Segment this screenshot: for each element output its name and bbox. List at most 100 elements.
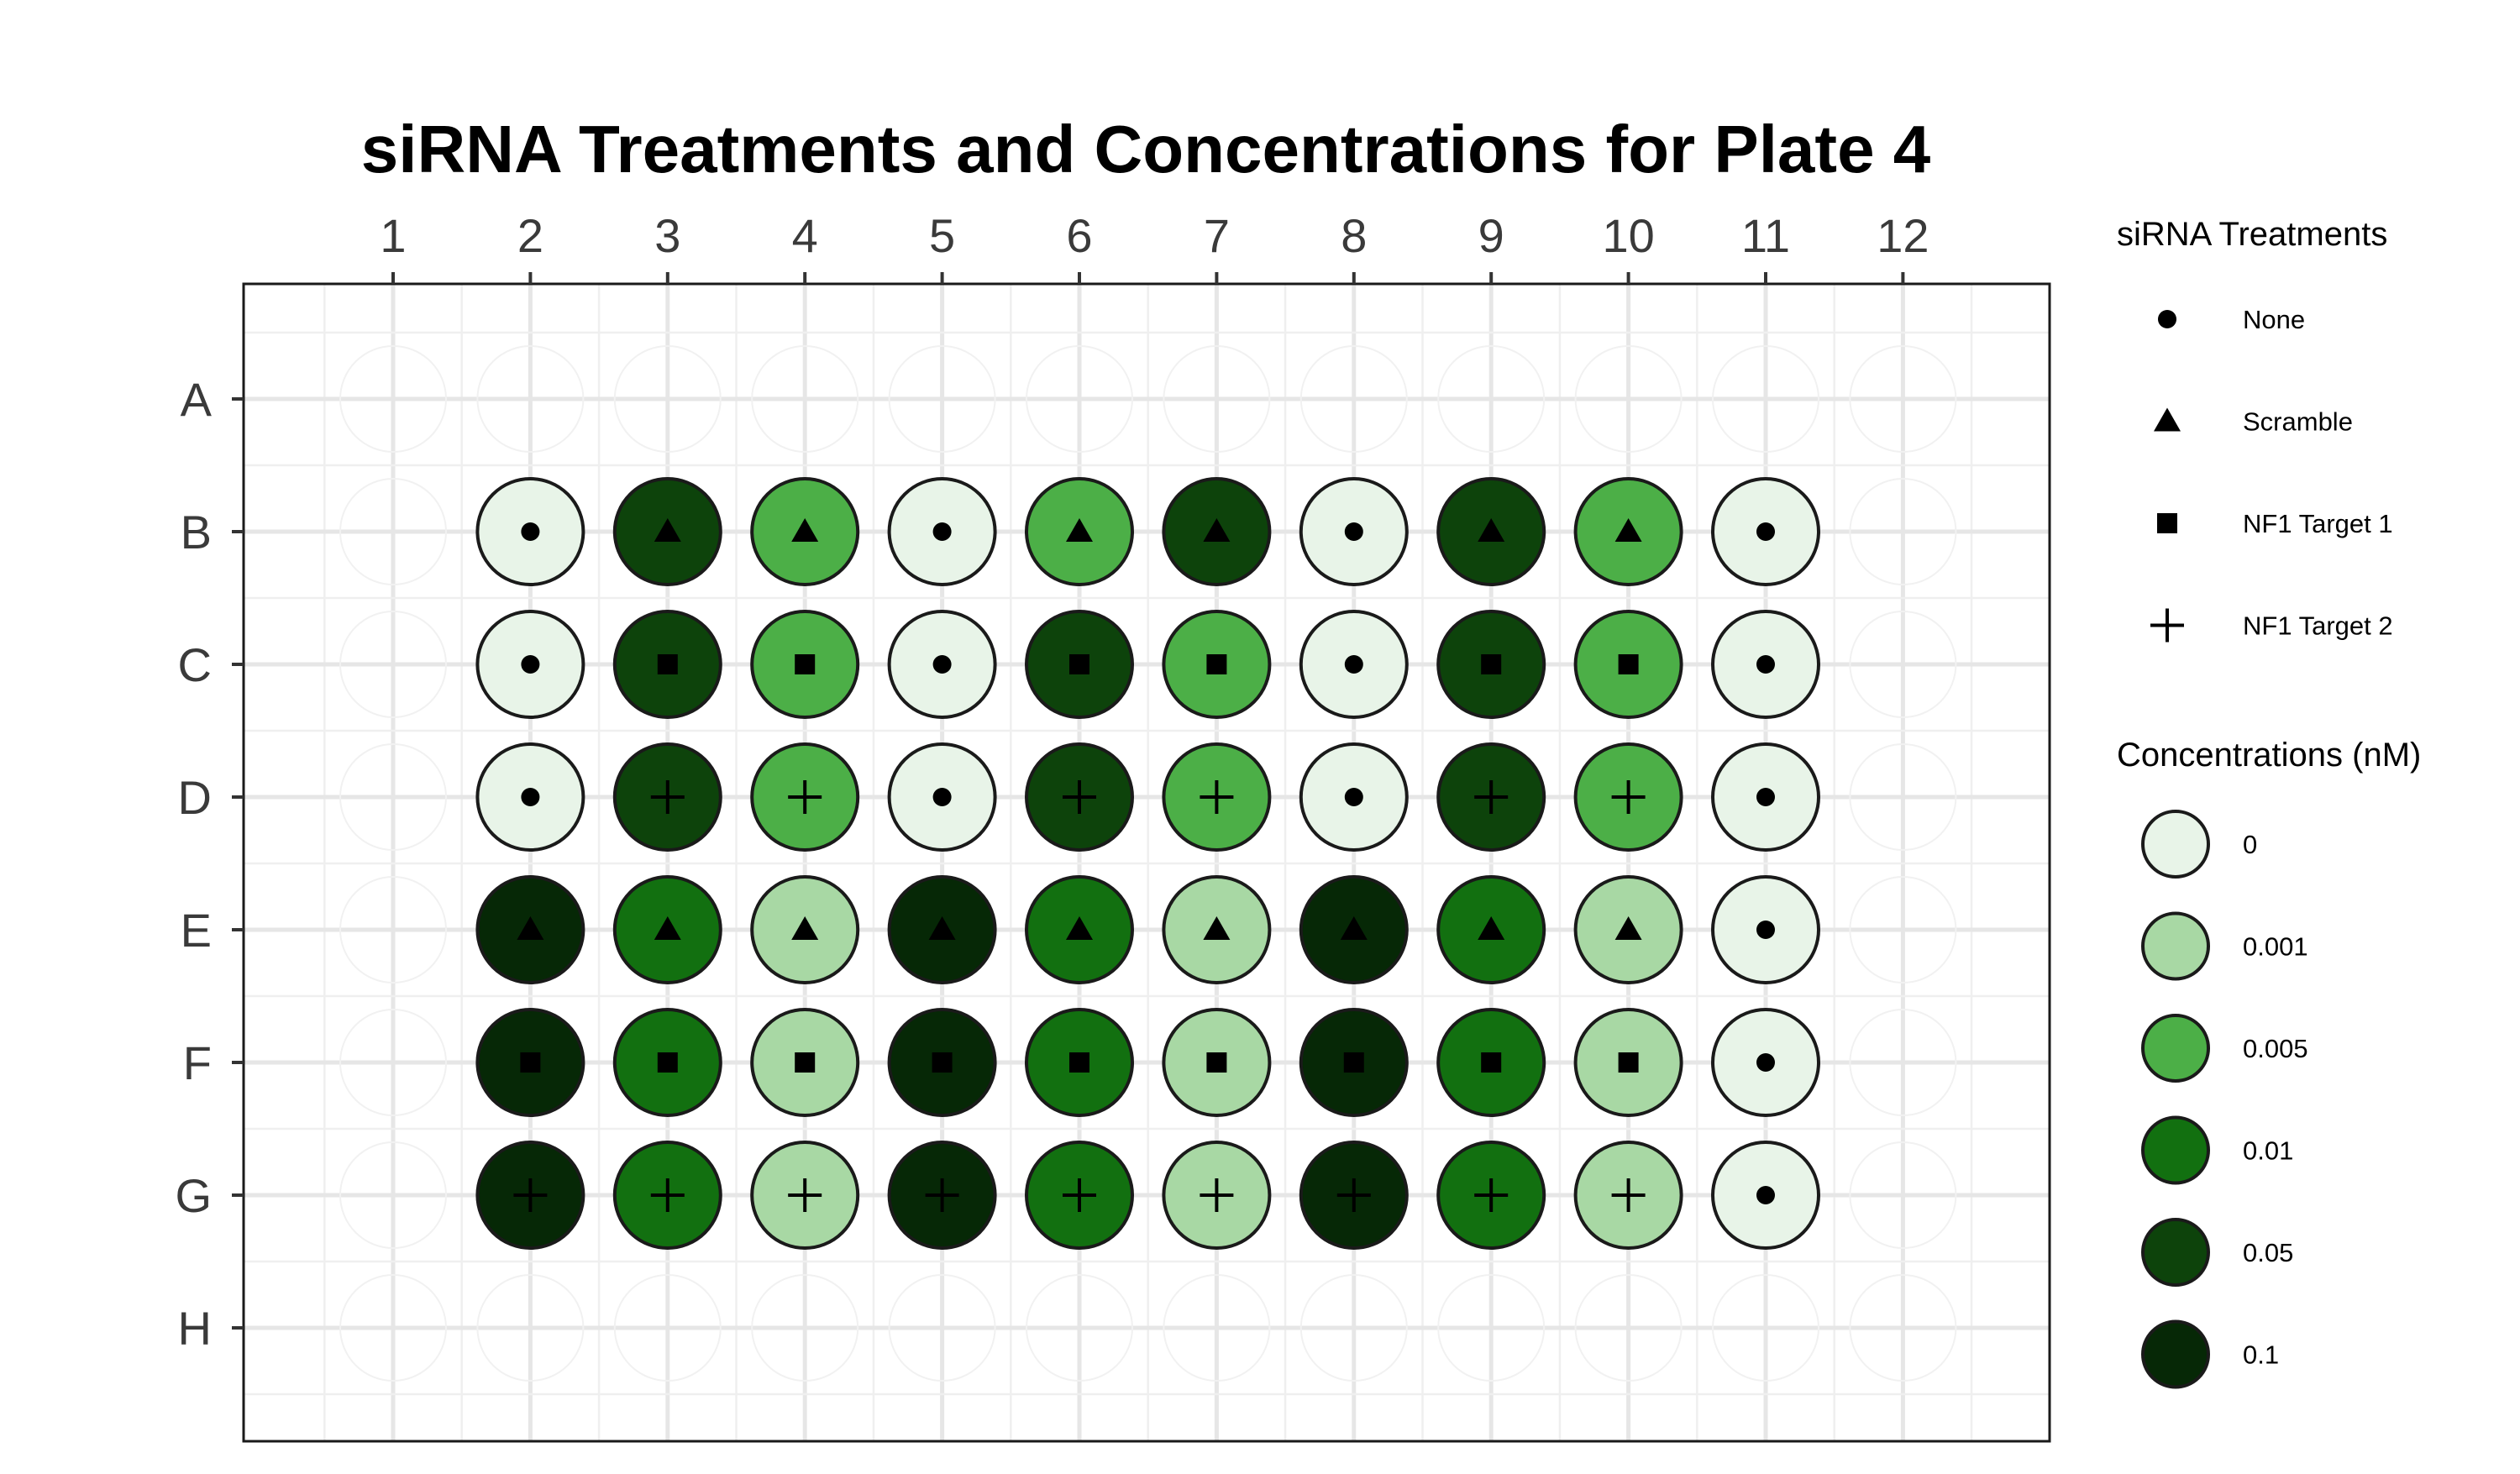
- well-symbol: [1344, 788, 1363, 806]
- well-symbol: [654, 518, 681, 542]
- col-tick-label: 10: [1602, 209, 1654, 262]
- panel-border: [242, 282, 2051, 1443]
- empty-well-outline: [1163, 345, 1271, 453]
- well-F7: [1162, 1008, 1272, 1117]
- well-G3: [612, 1141, 722, 1250]
- well-symbol: [795, 654, 816, 674]
- empty-well-outline: [1849, 1274, 1957, 1382]
- legend-symbol-circle: [2158, 310, 2176, 328]
- legend-symbol-square: [2157, 513, 2177, 533]
- row-tick-label: G: [175, 1169, 212, 1222]
- row-tick-label: A: [181, 373, 213, 426]
- well-C4: [750, 610, 860, 719]
- well-E4: [750, 875, 860, 984]
- legend-symbol-plus: [2150, 608, 2184, 643]
- empty-well-outline: [613, 1274, 722, 1382]
- well-G5: [887, 1141, 997, 1250]
- well-E10: [1573, 875, 1683, 984]
- well-symbol: [521, 788, 540, 806]
- well-symbol: [1474, 1178, 1509, 1212]
- well-symbol: [1200, 1178, 1234, 1212]
- well-symbol: [657, 1052, 678, 1073]
- well-symbol: [517, 916, 544, 940]
- well-E2: [475, 875, 585, 984]
- well-B10: [1573, 477, 1683, 586]
- col-tick-label: 12: [1877, 209, 1929, 262]
- well-B2: [475, 477, 585, 586]
- well-symbol: [1200, 780, 1234, 814]
- well-G2: [475, 1141, 585, 1250]
- well-F11: [1711, 1008, 1820, 1117]
- treatment-legend-label: None: [2243, 305, 2305, 334]
- well-symbol: [791, 518, 819, 542]
- well-symbol: [928, 916, 956, 940]
- legend-swatch: [2141, 1218, 2210, 1287]
- empty-well-outline: [1026, 345, 1133, 453]
- well-symbol: [788, 1178, 822, 1212]
- well-symbol: [1203, 518, 1231, 542]
- empty-well-outline: [476, 345, 585, 453]
- empty-well-outline: [1849, 478, 1957, 585]
- well-F10: [1573, 1008, 1683, 1117]
- empty-well-outline: [1299, 1274, 1408, 1382]
- legend-swatch: [2141, 810, 2210, 879]
- well-symbol: [520, 1052, 541, 1073]
- well-symbol: [1618, 654, 1639, 674]
- well-E6: [1025, 875, 1134, 984]
- legend-swatch: [2141, 1319, 2210, 1389]
- well-C6: [1025, 610, 1134, 719]
- well-G10: [1573, 1141, 1683, 1250]
- well-symbol: [1611, 780, 1646, 814]
- empty-well-outline: [1712, 1274, 1819, 1382]
- empty-well-outline: [339, 611, 447, 718]
- well-C8: [1299, 610, 1409, 719]
- well-symbol: [1069, 654, 1089, 674]
- well-B6: [1025, 477, 1134, 586]
- well-symbol: [791, 916, 819, 940]
- well-symbol: [521, 655, 540, 674]
- empty-well-outline: [751, 345, 859, 453]
- row-tick-label: E: [181, 904, 212, 957]
- col-tick-label: 7: [1204, 209, 1230, 262]
- well-D4: [750, 742, 860, 852]
- well-B4: [750, 477, 860, 586]
- empty-well-outline: [1849, 1141, 1957, 1249]
- well-symbol: [1063, 1178, 1096, 1212]
- well-symbol: [788, 780, 822, 814]
- legend-swatch: [2141, 1115, 2210, 1185]
- empty-well-outline: [888, 345, 996, 453]
- well-F4: [750, 1008, 860, 1117]
- well-F3: [612, 1008, 722, 1117]
- empty-well-outline: [1026, 1274, 1133, 1382]
- well-symbol: [1618, 1052, 1639, 1073]
- empty-well-outline: [339, 345, 447, 453]
- well-F6: [1025, 1008, 1134, 1117]
- col-tick-label: 3: [654, 209, 680, 262]
- well-symbol: [1756, 1186, 1775, 1204]
- chart-title: siRNA Treatments and Concentrations for …: [361, 112, 1931, 186]
- well-F2: [475, 1008, 585, 1117]
- well-symbol: [932, 1052, 953, 1073]
- col-tick-label: 5: [929, 209, 955, 262]
- empty-well-outline: [1574, 345, 1683, 453]
- col-tick-label: 4: [792, 209, 818, 262]
- well-symbol: [521, 522, 540, 541]
- concentration-legend-label: 0.005: [2243, 1034, 2308, 1063]
- empty-well-outline: [751, 1274, 859, 1382]
- legend-swatch: [2141, 1014, 2210, 1083]
- row-tick-label: D: [178, 771, 212, 824]
- well-symbol: [1340, 916, 1368, 940]
- well-symbol: [654, 916, 681, 940]
- treatment-legend-label: NF1 Target 2: [2243, 611, 2393, 641]
- col-tick-label: 9: [1478, 209, 1504, 262]
- treatment-legend-title: siRNA Treatments: [2117, 216, 2387, 253]
- well-D3: [612, 742, 722, 852]
- concentration-legend-label: 0.001: [2243, 932, 2308, 962]
- empty-well-outline: [888, 1274, 996, 1382]
- well-D10: [1573, 742, 1683, 852]
- empty-well-outline: [1163, 1274, 1271, 1382]
- well-G6: [1025, 1141, 1134, 1250]
- well-symbol: [650, 780, 685, 814]
- well-symbol: [1478, 916, 1505, 940]
